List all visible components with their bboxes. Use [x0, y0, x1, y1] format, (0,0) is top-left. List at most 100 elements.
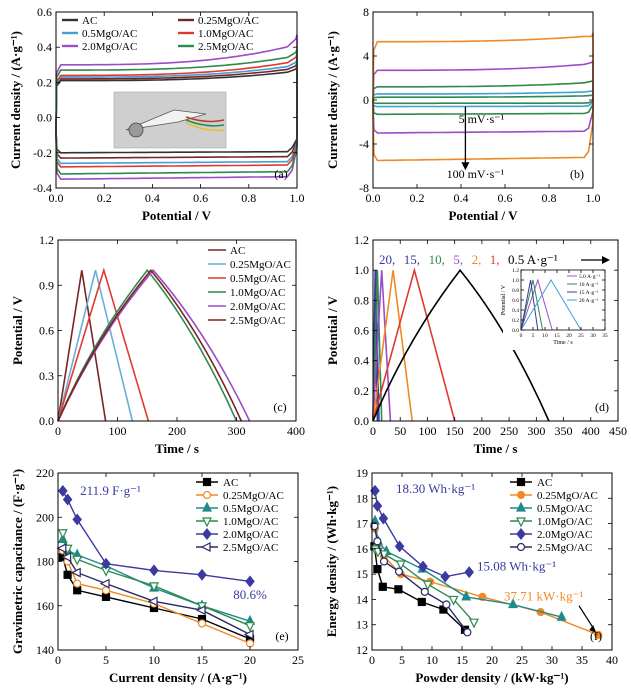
data-point [469, 618, 479, 629]
data-point [149, 582, 159, 593]
data-point [57, 529, 68, 540]
wire-yellow [185, 122, 225, 132]
rate-header: 20, 15, 10, 5, 2, 1, 0.5 A·g⁻¹ [379, 252, 610, 267]
annotation: 211.9 F·g⁻¹ [80, 483, 141, 498]
y-tick-label: 0.0 [512, 328, 519, 334]
data-point [556, 610, 567, 621]
y-axis-title: Energy density / (Wh·kg⁻¹) [324, 486, 339, 637]
data-point [373, 537, 382, 546]
data-point [516, 501, 526, 512]
panel-e: 211.9 F·g⁻¹ 80.6% AC0.25MgO/AC0.5MgO/AC1.0… [10, 466, 304, 685]
data-point [147, 596, 158, 607]
inset-curve [520, 278, 553, 331]
annotation: 15.08 Wh·kg⁻¹ [477, 558, 556, 573]
y-tick-label: 0.0 [37, 111, 52, 125]
legend-label: AC [223, 477, 238, 489]
y-tick-label: -8 [359, 181, 369, 195]
data-point [463, 628, 472, 637]
x-tick-label: 5 [103, 653, 109, 667]
x-tick-label: 25 [578, 333, 584, 339]
x-tick-label: 10 [426, 653, 438, 667]
rate-label: 2, [472, 252, 482, 267]
legend-label: 2.0MgO/AC [230, 301, 285, 313]
y-tick-label: 19 [356, 466, 368, 480]
x-tick-label: 100 [109, 424, 127, 438]
x-tick-label: 0.4 [454, 191, 469, 205]
data-point [202, 501, 212, 512]
y-tick-label: 0.2 [354, 384, 369, 398]
x-axis-title: Time / s [155, 441, 199, 456]
data-point [464, 566, 474, 579]
data-point [62, 493, 73, 506]
data-point [197, 619, 207, 628]
legend-label: 0.5MgO/AC [223, 503, 278, 515]
panel-label: (b) [570, 167, 584, 181]
x-tick-label: 20 [244, 653, 256, 667]
data-point [195, 605, 206, 616]
data-point [99, 578, 110, 589]
data-point [378, 512, 389, 525]
x-tick-label: 300 [527, 424, 545, 438]
data-point [63, 570, 72, 579]
legend-label: 1.0MgO/AC [537, 516, 592, 528]
inset: 0 5 10 15 20 25 30 35 0.0 0.2 0.4 0.6 0.8 1.0 1.2 Time … [501, 268, 609, 350]
x-tick-label: 0.6 [498, 191, 513, 205]
y-axis-title: Current density / (A·g⁻¹) [8, 31, 23, 169]
annotation-arrow-head [589, 625, 597, 634]
data-point [73, 586, 82, 595]
panel-b: 5 mV·s⁻¹ 100 mV·s⁻¹ 0.0 0.2 0.4 0.6 0.8 1.0 -8 -4… [325, 5, 601, 223]
x-tick-label: 35 [602, 333, 608, 339]
legend-label: 0.25MgO/AC [223, 490, 284, 502]
x-tick-label: 300 [228, 424, 246, 438]
y-tick-label: 1.2 [354, 233, 369, 247]
y-tick-label: 4 [363, 49, 369, 63]
gcd-curve [57, 268, 251, 422]
legend-label: 2.5MgO/AC [537, 542, 592, 554]
rate-label: 0.5 A·g⁻¹ [508, 252, 558, 267]
x-tick-label: 35 [576, 653, 588, 667]
clip-body [125, 109, 207, 131]
y-tick-label: 0.2 [37, 75, 52, 89]
x-tick-label: 350 [555, 424, 573, 438]
x-tick-label: 200 [473, 424, 491, 438]
y-tick-label: 0.0 [354, 414, 369, 428]
y-tick-label: 1.2 [512, 268, 519, 274]
legend-label: 1.0MgO/AC [223, 516, 278, 528]
panel-label: (c) [273, 400, 286, 414]
gcd-curve [372, 267, 456, 422]
data-point [243, 629, 254, 640]
y-tick-label: 0.0 [39, 414, 54, 428]
data-point [202, 517, 212, 528]
data-point [70, 567, 81, 578]
data-point [461, 590, 472, 601]
y-tick-label: 8 [363, 5, 369, 19]
data-point [370, 521, 379, 531]
x-tick-label: 150 [446, 424, 464, 438]
y-tick-label: 0.9 [39, 278, 54, 292]
y-tick-label: 0.8 [512, 288, 519, 294]
legend-label: 0.25MgO/AC [198, 15, 259, 27]
y-axis-title: Potential / V [10, 295, 25, 365]
gcd-curve [57, 270, 107, 422]
x-tick-label: 400 [287, 424, 305, 438]
y-tick-label: 1.0 [512, 278, 519, 284]
y-tick-label: 0.4 [354, 354, 369, 368]
gcd-curve [57, 270, 134, 422]
y-tick-label: 18 [356, 491, 368, 505]
data-point [442, 600, 451, 609]
x-tick-label: 40 [606, 653, 618, 667]
y-tick-label: 0 [363, 93, 369, 107]
x-tick-label: 1.0 [586, 191, 601, 205]
data-point [245, 622, 255, 633]
x-tick-label: 100 [418, 424, 436, 438]
legend-label: 1.0MgO/AC [230, 287, 285, 299]
y-tick-label: 0.4 [37, 40, 52, 54]
data-point [418, 560, 428, 573]
legend: AC0.25MgO/AC0.5MgO/AC1.0MgO/AC2.0MgO/AC2… [510, 477, 598, 554]
x-tick-label: 5 [399, 653, 405, 667]
x-tick-label: 250 [500, 424, 518, 438]
data-point [149, 564, 159, 577]
data-point [73, 579, 82, 588]
legend-label: 2.0MgO/AC [223, 529, 278, 541]
